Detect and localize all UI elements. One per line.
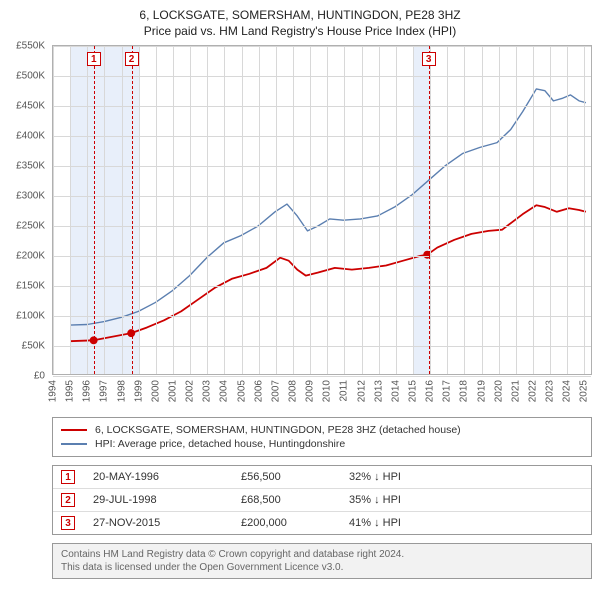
event-date: 29-JUL-1998 [93,494,223,506]
x-axis-label: 2016 [425,380,436,402]
chart-title-line1: 6, LOCKSGATE, SOMERSHAM, HUNTINGDON, PE2… [10,8,590,24]
x-axis-label: 2020 [493,380,504,402]
x-axis-label: 2002 [185,380,196,402]
event-badge: 2 [61,493,75,507]
event-badge: 1 [61,470,75,484]
legend-swatch-hpi [61,443,87,445]
y-axis-label: £400K [16,131,45,142]
x-axis-label: 2011 [339,380,350,402]
legend-row-hpi: HPI: Average price, detached house, Hunt… [61,438,583,450]
event-row: 2 29-JUL-1998 £68,500 35% ↓ HPI [53,488,591,511]
event-delta: 41% ↓ HPI [349,517,583,529]
x-axis-label: 2021 [510,380,521,402]
event-price: £68,500 [241,494,331,506]
event-date: 27-NOV-2015 [93,517,223,529]
y-axis-label: £150K [16,281,45,292]
x-axis-label: 2007 [270,380,281,402]
x-axis-label: 2018 [459,380,470,402]
y-axis-label: £450K [16,101,45,112]
x-axis-label: 2000 [150,380,161,402]
x-axis-label: 2005 [236,380,247,402]
x-axis-label: 2014 [390,380,401,402]
x-axis-label: 2023 [545,380,556,402]
y-axis-label: £350K [16,161,45,172]
event-marker-badge: 2 [125,52,139,66]
y-axis-label: £550K [16,41,45,52]
y-axis-label: £0 [34,371,45,382]
x-axis-label: 2022 [528,380,539,402]
y-axis-label: £300K [16,191,45,202]
event-marker-line [94,46,95,374]
x-axis-label: 2008 [288,380,299,402]
x-axis-label: 1998 [116,380,127,402]
x-axis-label: 1996 [82,380,93,402]
event-marker-badge: 3 [422,52,436,66]
price-events-table: 1 20-MAY-1996 £56,500 32% ↓ HPI 2 29-JUL-1998… [52,465,592,535]
x-axis-label: 2004 [219,380,230,402]
x-axis-label: 2010 [322,380,333,402]
event-delta: 35% ↓ HPI [349,494,583,506]
y-axis-label: £50K [22,341,45,352]
chart-title-line2: Price paid vs. HM Land Registry's House … [10,24,590,40]
price-chart: £0£50K£100K£150K£200K£250K£300K£350K£400… [52,45,592,375]
event-price: £56,500 [241,471,331,483]
x-axis-label: 2025 [579,380,590,402]
x-axis-label: 2001 [168,380,179,402]
legend-label-property: 6, LOCKSGATE, SOMERSHAM, HUNTINGDON, PE2… [95,424,461,436]
legend-swatch-property [61,429,87,431]
event-row: 3 27-NOV-2015 £200,000 41% ↓ HPI [53,511,591,534]
event-badge: 3 [61,516,75,530]
x-axis-label: 2013 [373,380,384,402]
event-delta: 32% ↓ HPI [349,471,583,483]
x-axis-label: 1994 [48,380,59,402]
legend-row-property: 6, LOCKSGATE, SOMERSHAM, HUNTINGDON, PE2… [61,424,583,436]
x-axis-label: 2017 [442,380,453,402]
x-axis-label: 1995 [65,380,76,402]
x-axis-label: 2006 [253,380,264,402]
event-marker-line [132,46,133,374]
x-axis-label: 2009 [305,380,316,402]
event-price: £200,000 [241,517,331,529]
x-axis-label: 1999 [133,380,144,402]
x-axis-label: 2015 [408,380,419,402]
legend-label-hpi: HPI: Average price, detached house, Hunt… [95,438,345,450]
x-axis-label: 2024 [562,380,573,402]
y-axis-label: £500K [16,71,45,82]
event-row: 1 20-MAY-1996 £56,500 32% ↓ HPI [53,466,591,488]
y-axis-label: £250K [16,221,45,232]
footnote-line2: This data is licensed under the Open Gov… [61,561,583,574]
event-date: 20-MAY-1996 [93,471,223,483]
event-marker-line [429,46,430,374]
x-axis-label: 2012 [356,380,367,402]
y-axis-label: £100K [16,311,45,322]
chart-legend: 6, LOCKSGATE, SOMERSHAM, HUNTINGDON, PE2… [52,417,592,457]
x-axis-label: 2019 [476,380,487,402]
data-attribution: Contains HM Land Registry data © Crown c… [52,543,592,579]
footnote-line1: Contains HM Land Registry data © Crown c… [61,548,583,561]
event-marker-badge: 1 [87,52,101,66]
x-axis-label: 1997 [99,380,110,402]
y-axis-label: £200K [16,251,45,262]
x-axis-label: 2003 [202,380,213,402]
